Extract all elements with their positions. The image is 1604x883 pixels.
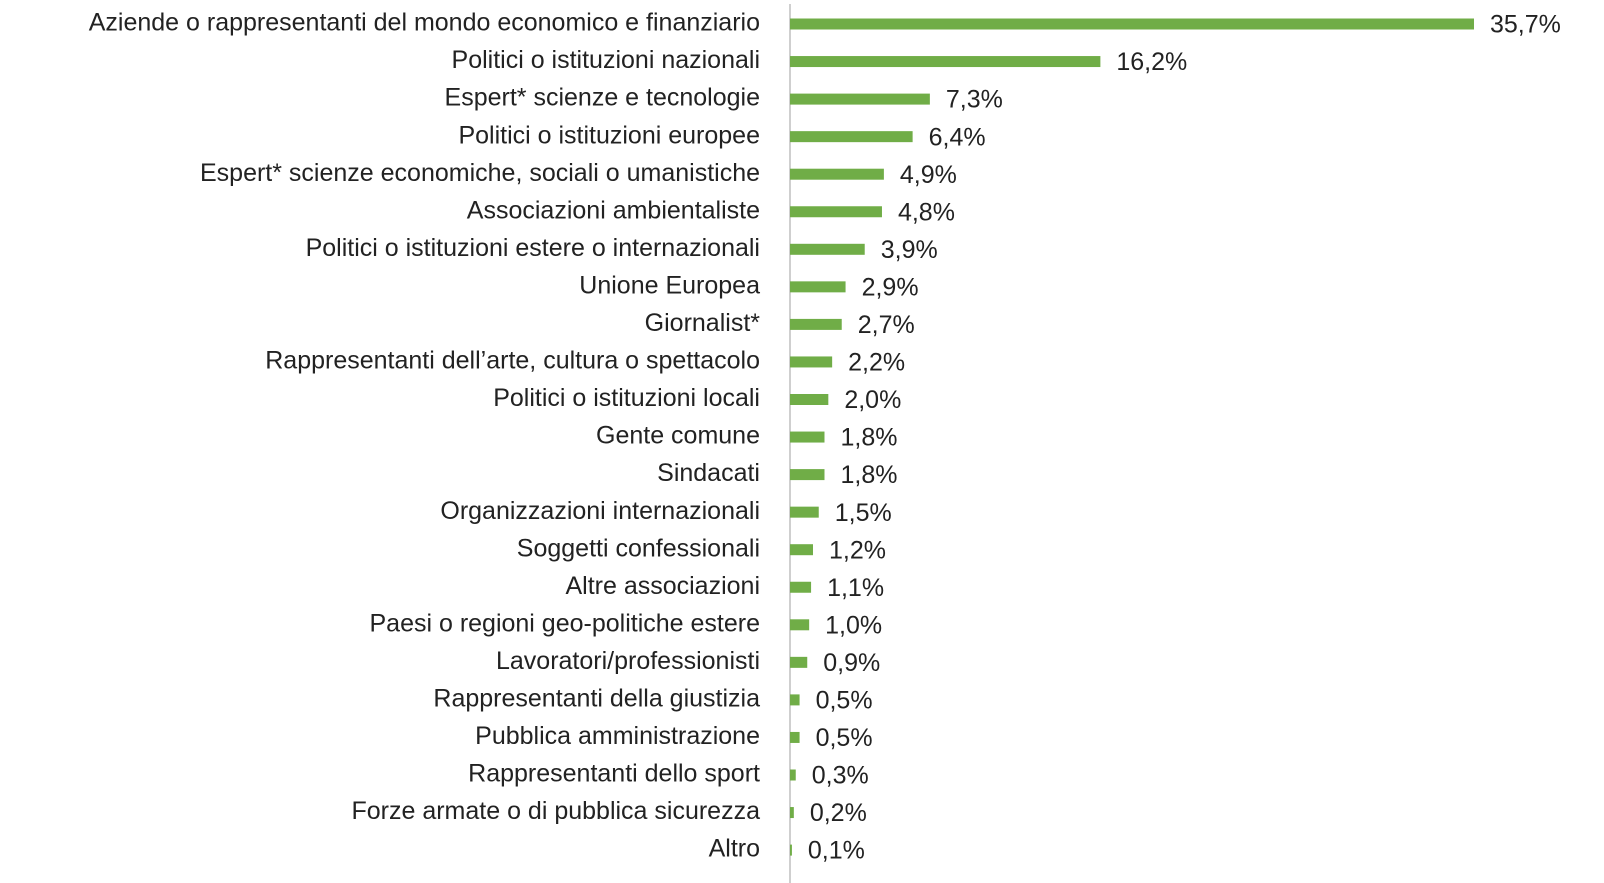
category-label: Associazioni ambientaliste xyxy=(467,196,760,224)
bar xyxy=(790,469,825,481)
value-label: 1,8% xyxy=(840,424,897,452)
category-label: Lavoratori/professionisti xyxy=(496,647,760,675)
bar xyxy=(790,168,884,180)
bar xyxy=(790,281,846,293)
category-label: Rappresentanti dello sport xyxy=(468,760,760,788)
bar xyxy=(790,56,1101,68)
category-label: Espert* scienze economiche, sociali o um… xyxy=(200,159,760,187)
value-label: 16,2% xyxy=(1116,48,1187,76)
category-label: Gente comune xyxy=(596,422,760,450)
value-label: 4,8% xyxy=(898,198,955,226)
value-label: 1,0% xyxy=(825,611,882,639)
value-label: 1,5% xyxy=(835,499,892,527)
category-label: Sindacati xyxy=(657,459,760,487)
value-label: 2,7% xyxy=(858,311,915,339)
category-label: Paesi o regioni geo-politiche estere xyxy=(369,609,760,637)
bar xyxy=(790,544,813,556)
bar xyxy=(790,356,833,368)
bar xyxy=(790,18,1474,30)
bar xyxy=(790,656,808,668)
value-label: 1,2% xyxy=(829,536,886,564)
bar xyxy=(790,807,794,819)
value-label: 6,4% xyxy=(929,123,986,151)
value-label: 0,5% xyxy=(816,724,873,752)
category-label: Altro xyxy=(709,835,760,863)
value-label: 0,9% xyxy=(823,649,880,677)
category-label: Organizzazioni internazionali xyxy=(440,497,760,525)
bar xyxy=(790,93,930,105)
value-label: 0,5% xyxy=(816,687,873,715)
value-label: 0,2% xyxy=(810,799,867,827)
bar xyxy=(790,694,800,706)
bar xyxy=(790,581,812,593)
category-label: Giornalist* xyxy=(645,309,761,337)
value-label: 1,8% xyxy=(840,461,897,489)
category-label: Unione Europea xyxy=(579,271,760,299)
value-label: 35,7% xyxy=(1490,11,1561,39)
value-label: 3,9% xyxy=(881,236,938,264)
bar xyxy=(790,394,829,405)
category-label: Politici o istituzioni locali xyxy=(493,384,760,412)
value-label: 7,3% xyxy=(946,86,1003,114)
bar xyxy=(790,619,810,631)
category-label: Politici o istituzioni nazionali xyxy=(452,46,760,74)
bar xyxy=(790,506,819,518)
bar xyxy=(790,731,800,743)
category-label: Aziende o rappresentanti del mondo econo… xyxy=(89,9,760,37)
value-label: 1,1% xyxy=(827,574,884,602)
category-label: Pubblica amministrazione xyxy=(475,722,760,750)
category-label: Politici o istituzioni europee xyxy=(458,121,760,149)
category-label: Politici o istituzioni estere o internaz… xyxy=(306,234,760,262)
value-label: 2,2% xyxy=(848,349,905,377)
category-label: Forze armate o di pubblica sicurezza xyxy=(351,797,760,825)
bar xyxy=(790,243,865,255)
bar xyxy=(790,318,842,330)
bar xyxy=(790,131,913,143)
value-label: 0,1% xyxy=(808,837,865,865)
value-label: 4,9% xyxy=(900,161,957,189)
bar xyxy=(790,431,825,443)
bar xyxy=(790,769,796,781)
category-label: Rappresentanti dell’arte, cultura o spet… xyxy=(265,347,760,375)
value-label: 2,9% xyxy=(862,273,919,301)
category-label: Rappresentanti della giustizia xyxy=(433,685,760,713)
value-label: 2,0% xyxy=(844,386,901,414)
bar xyxy=(790,206,882,218)
value-label: 0,3% xyxy=(812,762,869,790)
category-label: Espert* scienze e tecnologie xyxy=(445,84,760,112)
bar xyxy=(790,844,792,856)
category-label: Soggetti confessionali xyxy=(517,534,760,562)
category-label: Altre associazioni xyxy=(565,572,760,600)
